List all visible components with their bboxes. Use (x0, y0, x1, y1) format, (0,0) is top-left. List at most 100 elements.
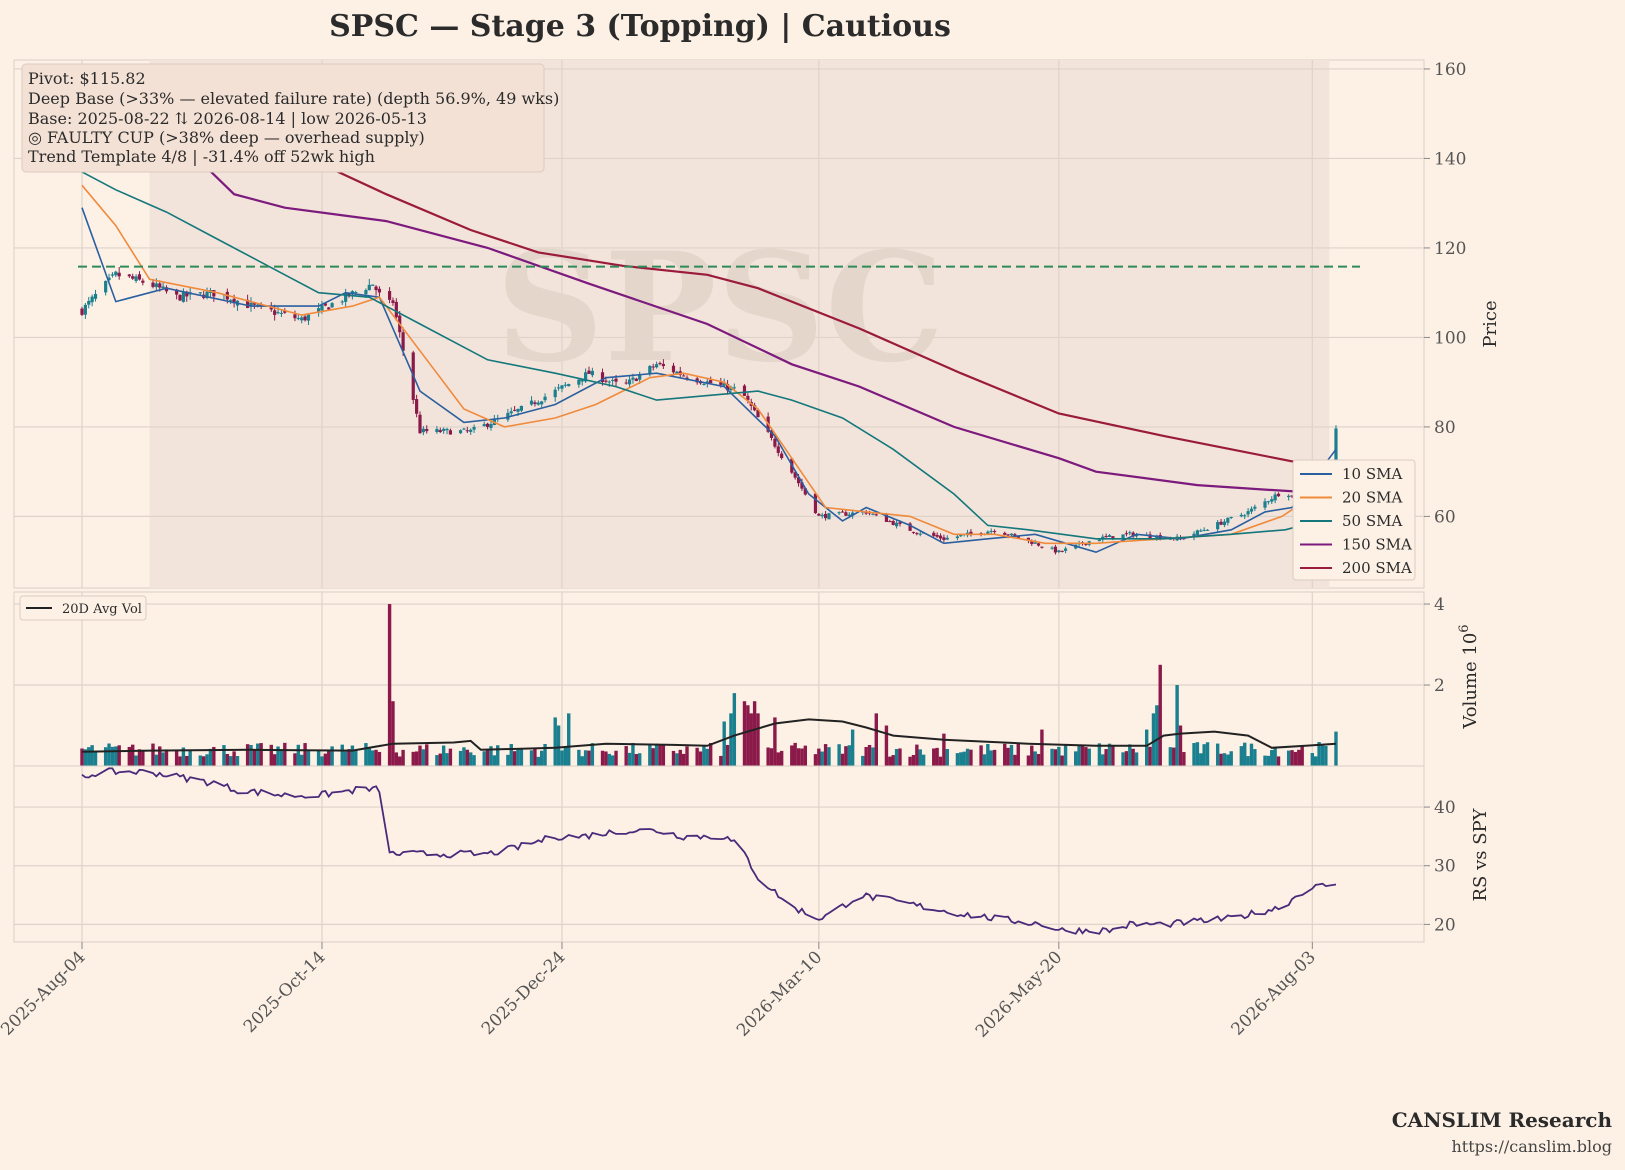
rs-axis: 20 30 40 (1424, 798, 1456, 935)
volume-bar (1053, 749, 1058, 766)
volume-bar (661, 744, 666, 766)
volume-bar (752, 701, 757, 766)
candle-body (780, 453, 784, 459)
volume-bar (624, 746, 628, 766)
candle-body (918, 533, 922, 535)
candle-body (104, 281, 108, 293)
candle-body (1199, 530, 1203, 532)
candle-body (1131, 532, 1135, 537)
candle-body (205, 291, 209, 298)
candle-body (1273, 494, 1277, 501)
volume-bar (820, 751, 824, 766)
candle-body (1226, 517, 1230, 523)
candle-body (847, 514, 851, 516)
volume-bar (614, 750, 618, 766)
volume-bar (695, 747, 699, 766)
volume-bar (1080, 745, 1085, 766)
volume-bar (323, 753, 328, 766)
candle-body (533, 402, 537, 404)
rs-panel-frame (13, 765, 1425, 943)
candle-body (1216, 522, 1220, 530)
volume-bar (394, 752, 399, 766)
candle-body (421, 428, 425, 433)
candle-body (732, 387, 736, 389)
candle-body (709, 379, 713, 384)
volume-bar (989, 750, 993, 766)
volume-bar (979, 745, 983, 766)
candle-body (864, 512, 868, 514)
candle-body (435, 429, 439, 432)
volume-gridlines (14, 592, 1424, 766)
volume-bar (1192, 743, 1196, 766)
volume-bar (1040, 729, 1044, 766)
candle-body (604, 380, 608, 382)
volume-bar (1145, 729, 1149, 766)
candle-body (273, 310, 277, 315)
volume-bar (800, 748, 804, 766)
volume-bar (577, 749, 581, 766)
volume-bar (293, 753, 297, 766)
candle-body (317, 308, 321, 313)
volume-bar (83, 749, 88, 766)
volume-bar (1097, 743, 1102, 766)
candle-body (1053, 546, 1058, 553)
x-tick-label: 2026-May-20 (972, 947, 1066, 1041)
price-panel: SPSC 60 80 100 120 140 160 Price Pivot: $115.… (13, 59, 1501, 589)
volume-bar (837, 744, 841, 766)
candle-body (1121, 534, 1125, 540)
info-line-base-range: Base: 2025-08-22 ⇅ 2026-08-14 | low 2026… (28, 109, 427, 128)
volume-bar (1297, 749, 1301, 766)
info-line-faulty-cup: ◎ FAULTY CUP (>38% deep — overhead suppl… (28, 128, 425, 147)
volume-bar (496, 745, 500, 766)
candle-body (611, 379, 615, 381)
candle-body (229, 300, 233, 302)
volume-bar (1016, 743, 1020, 766)
volume-bar (1172, 747, 1176, 766)
volume-bar (590, 743, 595, 766)
volume-bar (817, 748, 821, 766)
candle-body (634, 378, 638, 382)
volume-axis-label: Volume (1460, 661, 1481, 729)
volume-bar (627, 752, 632, 766)
candle-body (486, 423, 490, 427)
candle-body (212, 290, 216, 297)
candle-body (884, 514, 889, 522)
y-tick-label: 2 (1434, 676, 1445, 696)
volume-bar (773, 717, 777, 766)
volume-bar (1121, 752, 1125, 766)
volume-bar (1009, 744, 1014, 766)
volume-bar (911, 754, 916, 766)
volume-bar (769, 748, 774, 766)
volume-bar (441, 745, 446, 766)
candle-body (364, 290, 368, 295)
sma-legend-box (1292, 459, 1416, 581)
candle-body (462, 428, 466, 430)
candle-body (1290, 495, 1294, 497)
volume-bar (1324, 745, 1328, 766)
candle-body (1246, 511, 1250, 515)
volume-bar (702, 745, 706, 766)
volume-bar (485, 749, 490, 766)
volume-bar (367, 747, 371, 766)
candle-body (469, 429, 473, 432)
volume-bar (1087, 748, 1091, 766)
volume-bar (942, 733, 946, 766)
candle-body (256, 304, 260, 306)
volume-bar (492, 755, 497, 766)
volume-bar (1334, 731, 1338, 766)
sma-legend: 10 SMA 20 SMA 50 SMA 150 SMA 200 SMA (1292, 459, 1416, 581)
volume-bar (698, 751, 703, 766)
candle-body (1060, 550, 1064, 552)
volume-bar (1151, 713, 1156, 766)
candle-body (932, 532, 936, 536)
volume-bar (300, 754, 304, 766)
legend-label: 10 SMA (1342, 465, 1402, 483)
volume-bar (681, 753, 686, 766)
candle-body (986, 531, 990, 534)
candle-body (651, 366, 655, 368)
candle-body (415, 399, 419, 414)
volume-bar (178, 756, 182, 766)
volume-bar (861, 755, 865, 766)
volume-bar (1128, 744, 1132, 766)
volume-bar (1243, 742, 1247, 766)
